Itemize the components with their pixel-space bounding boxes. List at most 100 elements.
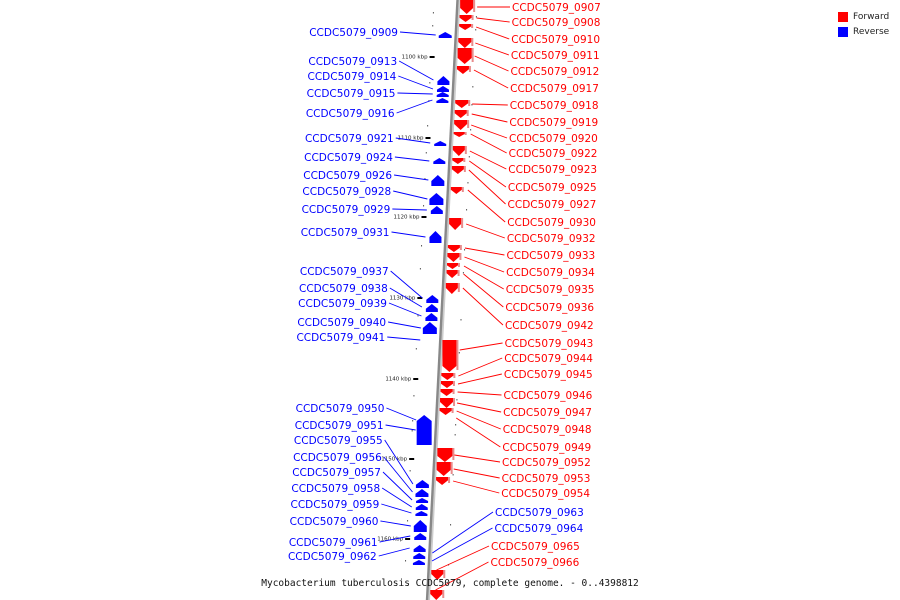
legend-reverse: Reverse: [838, 24, 889, 39]
reverse-gene-feature: [413, 520, 427, 532]
track-dot: [470, 129, 472, 131]
forward-gene-feature: [451, 166, 464, 174]
reverse-swatch: [838, 26, 848, 37]
tick-label: 1120 kbp: [394, 215, 420, 221]
reverse-gene-feature: [433, 158, 446, 164]
forward-gene-shade: [473, 0, 476, 12]
forward-gene-label: CCDC5079_0952: [502, 457, 591, 469]
forward-gene-shade: [451, 408, 454, 413]
forward-leader: [456, 402, 502, 413]
reverse-gene-label: CCDC5079_0931: [301, 227, 390, 239]
forward-leader: [469, 150, 507, 170]
forward-leader: [456, 417, 501, 448]
forward-gene-label: CCDC5079_0965: [491, 541, 580, 553]
forward-leader: [470, 124, 508, 139]
forward-gene-shade: [464, 132, 467, 135]
track-dot: [467, 182, 469, 184]
track-dot: [464, 249, 466, 251]
track-dot: [454, 434, 456, 436]
tick-mark: [421, 216, 427, 218]
reverse-gene-label: CCDC5079_0959: [291, 499, 380, 511]
forward-gene-feature: [452, 146, 465, 156]
forward-gene-feature: [446, 263, 458, 269]
forward-gene-shade: [468, 66, 471, 72]
forward-gene-feature: [455, 100, 469, 108]
forward-gene-feature: [440, 398, 454, 408]
scale-tick: 1100 kbp: [402, 55, 435, 61]
reverse-gene-label: CCDC5079_0957: [292, 467, 381, 479]
reverse-gene-label: CCDC5079_0937: [300, 266, 389, 278]
reverse-gene-feature: [414, 533, 427, 540]
track-dot: [432, 25, 434, 27]
forward-leader: [463, 265, 504, 290]
forward-gene-shade: [453, 373, 456, 378]
tick-label: 1140 kbp: [385, 377, 411, 383]
forward-gene-shade: [452, 389, 455, 394]
genes-layer: [412, 0, 476, 600]
reverse-gene-feature: [434, 141, 447, 146]
track-dot: [472, 86, 474, 88]
tick-label: 1130 kbp: [389, 296, 415, 302]
forward-gene-feature: [454, 120, 468, 130]
forward-gene-label: CCDC5079_0911: [511, 50, 600, 62]
forward-leader: [458, 357, 503, 377]
forward-gene-label: CCDC5079_0945: [504, 369, 593, 381]
forward-gene-label: CCDC5079_0934: [506, 267, 595, 279]
tick-mark: [429, 56, 435, 58]
backbone-shadow: [428, 0, 461, 600]
reverse-leader: [381, 503, 412, 514]
forward-gene-label: CCDC5079_0930: [507, 217, 596, 229]
forward-gene-feature: [447, 253, 460, 262]
reverse-leader: [397, 92, 433, 95]
reverse-gene-label: CCDC5079_0951: [295, 420, 384, 432]
reverse-leader: [388, 302, 422, 317]
forward-gene-label: CCDC5079_0927: [508, 199, 597, 211]
forward-gene-feature: [449, 218, 462, 230]
track-dot: [424, 178, 426, 180]
scale-tick: 1130 kbp: [389, 296, 423, 302]
forward-leader: [475, 26, 510, 40]
reverse-gene-label: CCDC5079_0909: [309, 27, 398, 39]
scale-tick: 1120 kbp: [394, 215, 427, 221]
track-dot: [466, 209, 468, 211]
track-dot: [471, 104, 473, 106]
reverse-leader: [393, 174, 429, 181]
reverse-gene-feature: [426, 295, 439, 303]
forward-gene-label: CCDC5079_0935: [506, 284, 595, 296]
reverse-leader: [398, 60, 434, 81]
reverse-gene-label: CCDC5079_0926: [303, 170, 392, 182]
forward-leader: [452, 480, 500, 494]
reverse-gene-label: CCDC5079_0964: [495, 523, 584, 535]
track-dot: [421, 245, 423, 247]
forward-gene-feature: [457, 48, 472, 64]
forward-leader: [474, 55, 509, 72]
reverse-gene-feature: [425, 304, 438, 312]
reverse-leader: [399, 31, 436, 36]
track-dot: [409, 470, 411, 472]
track-dot: [462, 272, 464, 274]
reverse-gene-label: CCDC5079_0915: [307, 88, 396, 100]
reverse-gene-feature: [438, 32, 452, 38]
forward-leader: [463, 273, 504, 308]
forward-gene-label: CCDC5079_0923: [508, 164, 597, 176]
forward-gene-shade: [471, 24, 474, 28]
track-dot: [475, 29, 477, 31]
track-dot: [419, 268, 421, 270]
reverse-gene-label: CCDC5079_0924: [304, 152, 393, 164]
forward-leader: [476, 17, 510, 23]
forward-gene-label: CCDC5079_0907: [512, 2, 601, 14]
reverse-leader: [394, 156, 430, 162]
tick-label: 1110 kbp: [398, 136, 424, 142]
forward-gene-feature: [430, 590, 443, 600]
reverse-leader: [378, 547, 410, 557]
tick-label: 1100 kbp: [402, 55, 428, 61]
forward-leader: [457, 391, 502, 396]
reverse-gene-feature: [436, 98, 449, 103]
reverse-gene-label: CCDC5079_0939: [298, 298, 387, 310]
forward-gene-label: CCDC5079_0942: [505, 320, 594, 332]
track-dot: [415, 348, 417, 350]
forward-gene-label: CCDC5079_0949: [502, 442, 591, 454]
forward-gene-label: CCDC5079_0932: [507, 233, 596, 245]
forward-leader: [464, 256, 505, 273]
forward-gene-label: CCDC5079_0954: [501, 488, 590, 500]
